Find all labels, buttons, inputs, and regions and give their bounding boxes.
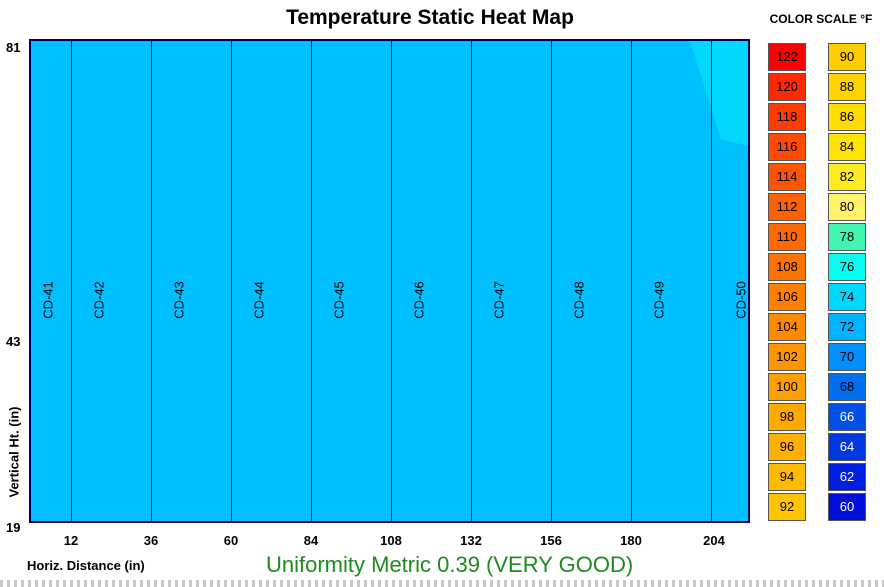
color-swatch-100: 100 bbox=[768, 373, 806, 401]
color-swatch-92: 92 bbox=[768, 493, 806, 521]
x-tick: 12 bbox=[63, 533, 79, 548]
column-divider bbox=[71, 41, 72, 521]
color-swatch-98: 98 bbox=[768, 403, 806, 431]
color-swatch-80: 80 bbox=[828, 193, 866, 221]
color-swatch-122: 122 bbox=[768, 43, 806, 71]
column-divider bbox=[231, 41, 232, 521]
color-swatch-74: 74 bbox=[828, 283, 866, 311]
color-swatch-60: 60 bbox=[828, 493, 866, 521]
color-swatch-106: 106 bbox=[768, 283, 806, 311]
color-swatch-64: 64 bbox=[828, 433, 866, 461]
heat-map-gradient bbox=[690, 41, 748, 146]
x-tick: 180 bbox=[620, 533, 642, 548]
column-divider bbox=[711, 41, 712, 521]
color-swatch-76: 76 bbox=[828, 253, 866, 281]
x-tick: 84 bbox=[303, 533, 319, 548]
column-divider bbox=[551, 41, 552, 521]
x-tick: 60 bbox=[223, 533, 239, 548]
color-swatch-112: 112 bbox=[768, 193, 806, 221]
column-divider bbox=[311, 41, 312, 521]
color-swatch-62: 62 bbox=[828, 463, 866, 491]
x-tick: 204 bbox=[703, 533, 725, 548]
color-swatch-68: 68 bbox=[828, 373, 866, 401]
color-swatch-72: 72 bbox=[828, 313, 866, 341]
column-label-cd-42: CD-42 bbox=[91, 281, 107, 319]
x-tick: 156 bbox=[540, 533, 562, 548]
column-label-cd-50: CD-50 bbox=[733, 281, 749, 319]
uniformity-metric: Uniformity Metric 0.39 (VERY GOOD) bbox=[266, 552, 634, 577]
column-label-cd-46: CD-46 bbox=[411, 281, 427, 319]
x-tick: 36 bbox=[143, 533, 159, 548]
color-swatch-88: 88 bbox=[828, 73, 866, 101]
color-swatch-120: 120 bbox=[768, 73, 806, 101]
color-swatch-104: 104 bbox=[768, 313, 806, 341]
column-divider bbox=[391, 41, 392, 521]
color-swatch-114: 114 bbox=[768, 163, 806, 191]
column-label-cd-49: CD-49 bbox=[651, 281, 667, 319]
color-swatch-102: 102 bbox=[768, 343, 806, 371]
y-tick-middle: 43 bbox=[6, 334, 21, 349]
column-label-cd-41: CD-41 bbox=[40, 281, 56, 319]
column-divider bbox=[471, 41, 472, 521]
column-label-cd-44: CD-44 bbox=[251, 281, 267, 319]
color-scale-title: COLOR SCALE °F bbox=[769, 12, 873, 26]
x-tick: 132 bbox=[460, 533, 482, 548]
color-swatch-118: 118 bbox=[768, 103, 806, 131]
color-swatch-84: 84 bbox=[828, 133, 866, 161]
x-tick: 108 bbox=[380, 533, 402, 548]
column-label-cd-45: CD-45 bbox=[331, 281, 347, 319]
color-swatch-94: 94 bbox=[768, 463, 806, 491]
x-axis-label: Horiz. Distance (in) bbox=[27, 558, 145, 573]
color-swatch-116: 116 bbox=[768, 133, 806, 161]
column-label-cd-48: CD-48 bbox=[571, 281, 587, 319]
color-swatch-66: 66 bbox=[828, 403, 866, 431]
y-axis-label: Vertical Ht. (in) bbox=[6, 406, 22, 498]
column-label-cd-47: CD-47 bbox=[491, 281, 507, 319]
color-swatch-82: 82 bbox=[828, 163, 866, 191]
bottom-scroll-strip bbox=[0, 580, 884, 587]
color-swatch-90: 90 bbox=[828, 43, 866, 71]
color-swatch-108: 108 bbox=[768, 253, 806, 281]
heat-map-plot: CD-41 CD-42 CD-43 CD-44 CD-45 CD-46 CD-47 CD-48… bbox=[29, 39, 750, 523]
color-swatch-110: 110 bbox=[768, 223, 806, 251]
color-swatch-70: 70 bbox=[828, 343, 866, 371]
color-swatch-86: 86 bbox=[828, 103, 866, 131]
color-swatch-96: 96 bbox=[768, 433, 806, 461]
column-divider bbox=[151, 41, 152, 521]
warm-region bbox=[690, 41, 748, 146]
chart-title: Temperature Static Heat Map bbox=[286, 6, 574, 29]
column-label-cd-43: CD-43 bbox=[171, 281, 187, 319]
y-tick-bottom: 19 bbox=[6, 520, 21, 535]
column-divider bbox=[631, 41, 632, 521]
y-tick-top: 81 bbox=[6, 40, 21, 55]
color-swatch-78: 78 bbox=[828, 223, 866, 251]
